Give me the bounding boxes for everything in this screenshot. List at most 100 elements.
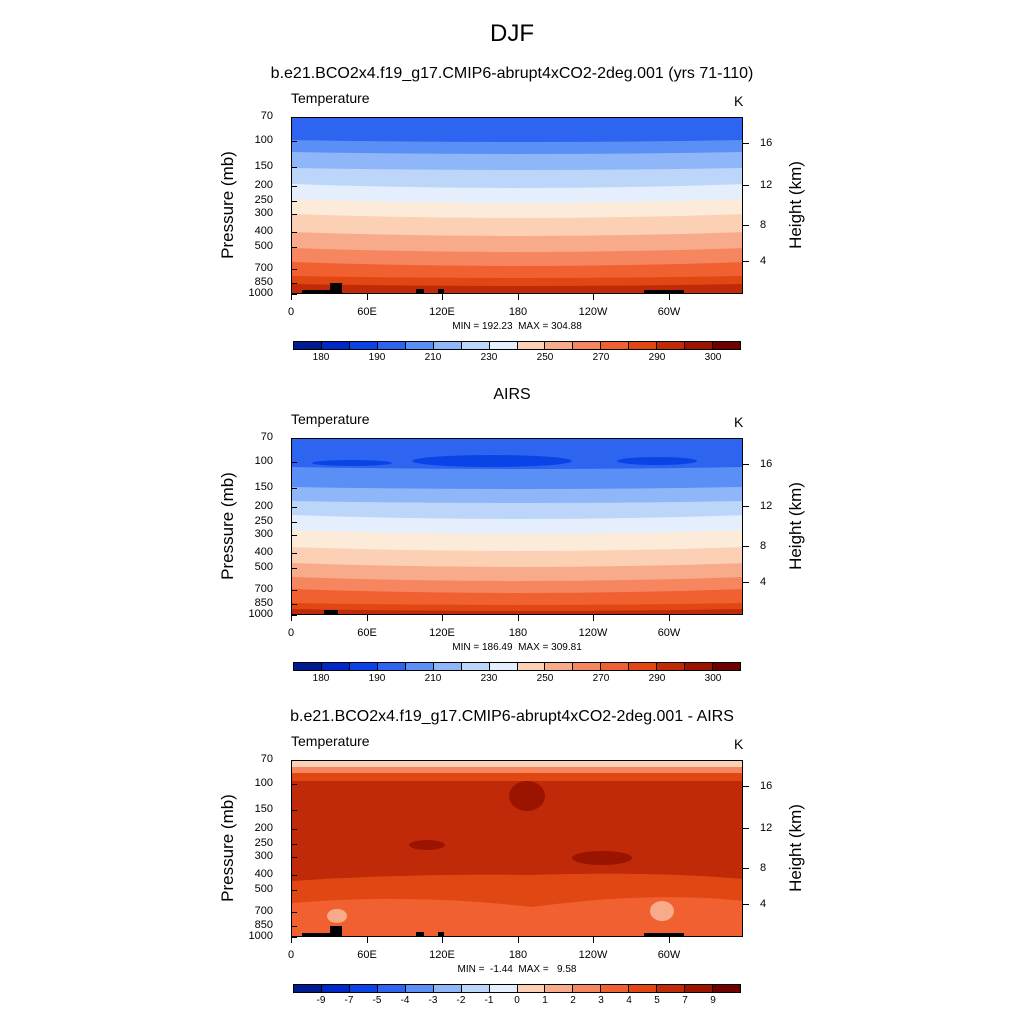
longitude-tick-mark [593,294,594,300]
colorbar-label: 210 [424,352,442,363]
pressure-tick-label: 700 [254,583,273,595]
longitude-tick-mark [442,294,443,300]
pressure-tick-label: 200 [254,822,273,834]
contour-plot [291,117,743,294]
topography-mask [330,926,342,936]
longitude-tick-label: 180 [508,949,528,961]
contour-band [292,515,742,538]
pressure-tick-label: 850 [254,597,273,609]
colorbar-label: -3 [428,995,438,1006]
pressure-tick-label: 500 [254,883,273,895]
pressure-tick-mark [291,760,297,761]
pressure-tick-label: 300 [254,528,273,540]
colorbar-segment [405,985,434,992]
colorbar-label: 210 [424,673,442,684]
pressure-tick-mark [291,232,297,233]
contour-band [292,589,742,609]
colorbar-label: -5 [372,995,382,1006]
pressure-tick-mark [291,604,297,605]
longitude-tick-label: 0 [287,949,295,961]
pressure-tick-label: 500 [254,240,273,252]
colorbar-segment [461,342,490,349]
pressure-tick-mark [291,784,297,785]
height-tick-label: 8 [760,862,767,874]
height-tick-mark [743,143,749,144]
topography-mask [302,933,334,936]
pressure-tick-label: 250 [254,837,273,849]
colorbar-segment [433,342,462,349]
pressure-tick-label: 200 [254,500,273,512]
height-tick-mark [743,185,749,186]
panel-title: b.e21.BCO2x4.f19_g17.CMIP6-abrupt4xCO2-2… [270,65,754,82]
contour-plot-svg [292,439,742,614]
pressure-tick-mark [291,507,297,508]
contour-band [292,897,742,936]
height-tick-mark [743,904,749,905]
colorbar-segment [629,663,658,670]
topography-mask [438,932,444,936]
pressure-tick-mark [291,875,297,876]
units-label: K [734,736,744,752]
pressure-tick-label: 300 [254,850,273,862]
colorbar-label: 3 [598,995,604,1006]
colorbar-segment [685,342,714,349]
colorbar-segment [321,663,350,670]
pressure-tick-label: 700 [254,262,273,274]
colorbar-segment [433,663,462,670]
pressure-tick-mark [291,269,297,270]
colorbar-label: 290 [648,352,666,363]
colorbar-label: 270 [592,673,610,684]
colorbar-label: 1 [542,995,548,1006]
colorbar-segment [713,985,740,992]
contour-band [292,248,742,270]
contour-plot-svg [292,761,742,936]
longitude-tick-label: 0 [287,627,295,639]
pressure-tick-mark [291,844,297,845]
colorbar-label: -4 [400,995,410,1006]
pressure-tick-mark [291,488,297,489]
height-tick-label: 12 [760,500,773,512]
longitude-tick-label: 120W [578,627,608,639]
pressure-tick-label: 70 [260,431,273,443]
y2-axis-label: Height (km) [786,482,805,570]
pressure-tick-mark [291,214,297,215]
cold-anomaly-region [412,455,572,467]
contour-band [292,152,742,173]
pressure-tick-label: 850 [254,276,273,288]
pressure-tick-mark [291,186,297,187]
colorbar-segment [489,985,518,992]
colorbar-segment [545,342,574,349]
colorbar [293,984,741,993]
longitude-tick-mark [669,294,670,300]
colorbar-segment [405,663,434,670]
colorbar-label: 230 [480,352,498,363]
height-tick-label: 16 [760,458,773,470]
pressure-tick-label: 150 [254,481,273,493]
colorbar-segment [517,342,546,349]
longitude-tick-mark [669,937,670,943]
colorbar-segment [489,342,518,349]
pressure-tick-mark [291,522,297,523]
pressure-tick-label: 70 [260,110,273,122]
contour-band [292,184,742,207]
longitude-tick-mark [518,937,519,943]
pressure-tick-mark [291,829,297,830]
colorbar-segment [713,663,740,670]
pressure-tick-mark [291,568,297,569]
contour-band [292,467,742,492]
pressure-tick-label: 70 [260,753,273,765]
height-tick-mark [743,464,749,465]
longitude-tick-label: 60E [357,306,377,318]
pressure-tick-label: 1000 [248,930,273,942]
colorbar-label: 270 [592,352,610,363]
pressure-tick-label: 400 [254,546,273,558]
longitude-tick-mark [291,294,292,300]
colorbar-segment [657,342,686,349]
height-tick-mark [743,582,749,583]
longitude-tick-label: 60E [357,627,377,639]
topography-mask [302,290,334,293]
colorbar-label: 180 [312,673,330,684]
longitude-tick-mark [291,615,292,621]
pressure-tick-mark [291,141,297,142]
pressure-tick-mark [291,890,297,891]
